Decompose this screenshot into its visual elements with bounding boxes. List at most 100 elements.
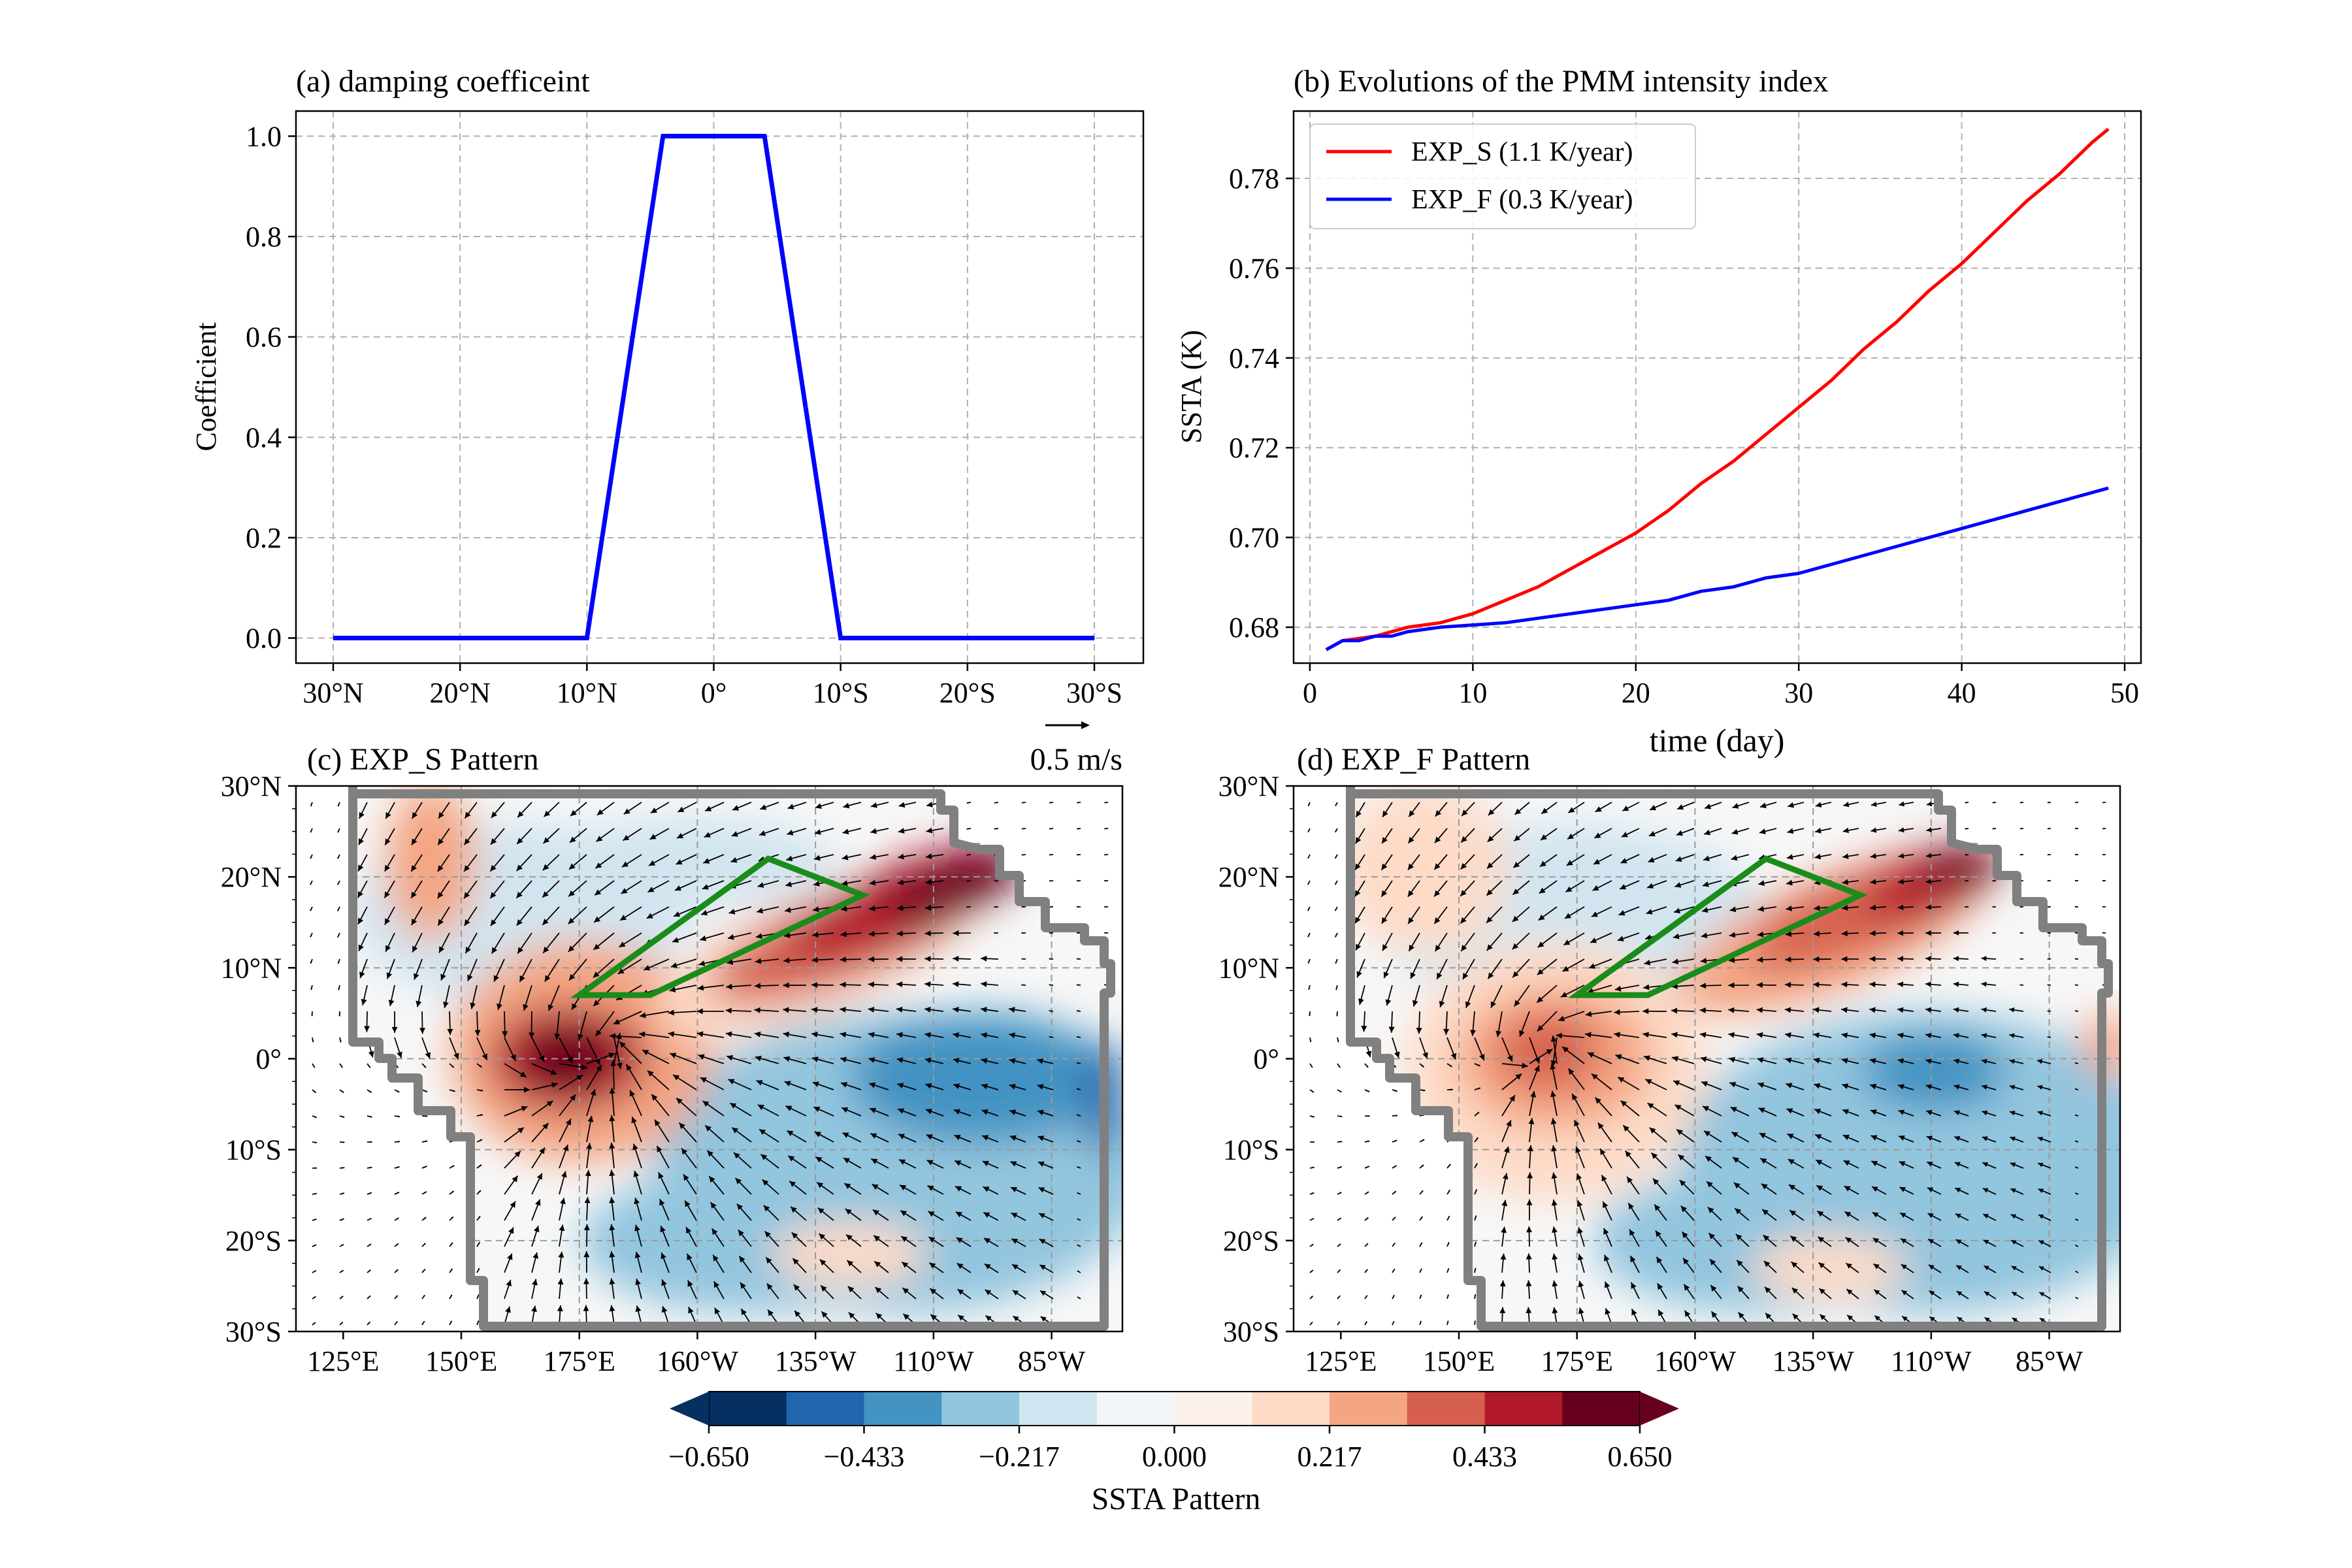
wind-vector-head <box>1307 857 1310 858</box>
wind-vector-head <box>411 838 417 845</box>
y-tick-label: 20°N <box>221 861 282 893</box>
wind-vector-head <box>359 811 365 819</box>
wind-vector-head <box>1703 855 1710 862</box>
wind-vector-head <box>966 802 969 804</box>
wind-vector-head <box>1846 1289 1853 1295</box>
wind-vector-head <box>1311 1244 1314 1246</box>
wind-vector-head <box>1077 1166 1079 1168</box>
y-tick-label: 10°N <box>221 952 282 984</box>
wind-vector-head <box>397 1192 400 1194</box>
wind-vector-head <box>1477 1112 1479 1115</box>
wind-vector-head <box>924 1032 932 1038</box>
wind-vector-head <box>510 1054 516 1061</box>
wind-vector-head <box>396 1243 399 1246</box>
wind-vector-head <box>687 1280 693 1287</box>
wind-vector-head <box>480 1089 483 1092</box>
wind-vector-head <box>1539 887 1546 894</box>
wind-vector-head <box>478 1242 480 1245</box>
wind-vector-head <box>1356 943 1362 951</box>
wind-vector-head <box>668 1009 674 1016</box>
wind-vector-head <box>464 865 470 872</box>
wind-vector-head <box>953 981 959 987</box>
panel-c-land-mask-east <box>941 786 1122 990</box>
wind-vector-head <box>792 1258 799 1265</box>
y-tick-label: 0.8 <box>246 221 282 253</box>
wind-vector-head <box>1590 938 1597 943</box>
wind-vector-head <box>1926 1110 1933 1115</box>
wind-vector-head <box>1077 1140 1079 1142</box>
wind-vector-head <box>1394 1051 1400 1058</box>
wind-vector-head <box>2037 1136 2044 1141</box>
wind-vector-head <box>634 1252 641 1258</box>
wind-vector-head <box>2074 828 2076 830</box>
wind-vector-head <box>1623 1125 1629 1132</box>
panel-d-ssta-shading <box>1339 786 2120 1313</box>
wind-vector-head <box>1512 971 1519 978</box>
wind-vector-head <box>897 905 904 911</box>
wind-vector-head <box>927 1185 934 1192</box>
wind-vector-head <box>1953 930 1959 936</box>
wind-vector-head <box>493 975 499 982</box>
wind-vector-head <box>660 1226 666 1233</box>
wind-vector-head <box>516 891 523 898</box>
wind-vector-head <box>1925 1084 1933 1090</box>
wind-vector-head <box>868 930 875 937</box>
wind-vector-head <box>1983 1214 1989 1219</box>
wind-vector-head <box>1308 830 1310 832</box>
wind-vector-head <box>1461 945 1467 951</box>
wind-vector-head <box>1672 958 1679 965</box>
wind-vector-head <box>1313 1166 1315 1169</box>
wind-vector-head <box>1928 1265 1935 1270</box>
wind-vector-head <box>450 1268 453 1271</box>
wind-vector-head <box>593 1000 600 1006</box>
wind-vector-head <box>1448 1164 1451 1166</box>
wind-vector-head <box>438 838 444 845</box>
wind-vector-head <box>709 1176 715 1183</box>
wind-vector-head <box>727 1054 734 1061</box>
wind-vector-head <box>1792 1313 1799 1320</box>
wind-vector-head <box>644 965 651 971</box>
wind-vector-head <box>1759 1133 1766 1139</box>
wind-vector-head <box>788 1155 795 1162</box>
wind-vector-head <box>1478 1064 1480 1066</box>
wind-vector-head <box>1674 1105 1682 1111</box>
colorbar-label: SSTA Pattern <box>1092 1482 1261 1516</box>
wind-vector-head <box>1869 1032 1876 1039</box>
wind-vector-head <box>982 1135 989 1141</box>
wind-vector-head <box>519 1071 527 1077</box>
wind-vector-head <box>467 974 473 981</box>
wind-vector-head <box>1551 1145 1558 1152</box>
wind-vector-head <box>558 1251 564 1258</box>
wind-vector-head <box>609 1197 615 1203</box>
wind-vector-head <box>955 1160 962 1166</box>
wind-vector-head <box>756 1080 763 1086</box>
wind-vector-head <box>423 1065 426 1068</box>
wind-vector-head <box>1104 984 1106 986</box>
wind-vector-head <box>542 1122 549 1130</box>
wind-vector-head <box>490 838 497 845</box>
wind-vector-head <box>789 1181 796 1187</box>
wind-vector-head <box>609 1115 615 1122</box>
wind-vector-head <box>784 1081 791 1086</box>
wind-vector-head <box>1595 806 1602 812</box>
panel-b-x-ticks: 0 10 20 30 40 50 <box>1303 663 2139 709</box>
wind-vector-head <box>1643 1055 1650 1061</box>
wind-vector-head <box>617 968 625 974</box>
wind-vector-head <box>368 1322 370 1324</box>
colorbar-extend-max <box>1640 1392 1679 1426</box>
wind-vector-head <box>677 832 684 838</box>
wind-vector-head <box>1785 1032 1791 1038</box>
wind-vector-head <box>1434 863 1441 870</box>
wind-vector-head <box>391 1026 398 1033</box>
wind-vector-head <box>1656 1256 1663 1264</box>
wind-vector-head <box>957 1289 964 1295</box>
wind-vector-head <box>1447 1268 1449 1271</box>
wind-vector-head <box>700 1077 707 1083</box>
wind-vector-head <box>812 932 819 938</box>
wind-vector-head <box>370 1141 372 1143</box>
wind-vector-head <box>1784 1007 1791 1013</box>
wind-vector-head <box>1597 1122 1604 1130</box>
wind-vector-head <box>2047 854 2049 856</box>
wind-vector-head <box>868 1032 875 1038</box>
wind-vector-head <box>1077 1218 1079 1220</box>
